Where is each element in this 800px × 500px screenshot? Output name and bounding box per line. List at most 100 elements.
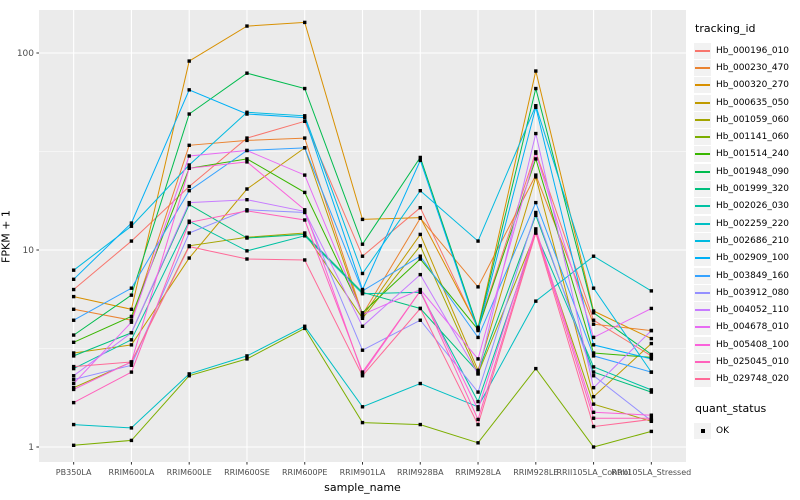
data-point bbox=[129, 343, 134, 347]
x-tick-label: RRII105LA_Stressed bbox=[611, 468, 691, 477]
data-point bbox=[591, 351, 596, 355]
legend-item: Hb_003849_160 bbox=[694, 267, 798, 284]
data-point bbox=[649, 352, 654, 357]
data-point bbox=[360, 370, 365, 374]
data-point bbox=[591, 354, 596, 358]
legend-key-line-icon bbox=[694, 59, 711, 76]
legend-item-label: Hb_029748_020 bbox=[716, 374, 790, 385]
data-point bbox=[649, 341, 654, 346]
data-point bbox=[418, 257, 422, 261]
legend-item-label: Hb_003849_160 bbox=[716, 270, 790, 281]
data-point bbox=[303, 119, 307, 124]
data-point bbox=[303, 20, 307, 25]
data-point bbox=[187, 143, 191, 147]
data-point bbox=[360, 311, 365, 315]
legend-item: Hb_002686_210 bbox=[694, 232, 798, 249]
data-point bbox=[245, 148, 249, 153]
legend-key-line-icon bbox=[694, 77, 711, 94]
legend-title-quant-status: quant_status bbox=[695, 401, 767, 415]
data-point bbox=[591, 254, 596, 258]
data-point bbox=[129, 314, 134, 319]
data-point bbox=[303, 190, 307, 195]
x-tick-label: RRIM600SE bbox=[224, 468, 270, 477]
data-point bbox=[418, 232, 422, 237]
data-point bbox=[591, 309, 596, 313]
data-point bbox=[534, 299, 538, 303]
legend-key-line-icon bbox=[694, 129, 711, 146]
y-tick-label: 10 bbox=[23, 246, 35, 256]
data-point bbox=[591, 343, 596, 347]
data-point bbox=[591, 395, 596, 399]
data-point bbox=[649, 357, 654, 361]
data-point bbox=[476, 357, 480, 361]
legend-key-line-icon bbox=[694, 250, 711, 267]
data-point bbox=[649, 417, 654, 422]
data-point bbox=[187, 88, 191, 92]
data-point bbox=[360, 372, 365, 376]
data-point bbox=[187, 244, 191, 249]
legend-item-label: Hb_004052_110 bbox=[716, 305, 790, 316]
data-point bbox=[476, 417, 480, 422]
legend-key-line-icon bbox=[694, 284, 711, 301]
legend: tracking_id Hb_000196_010 Hb_000230_470 Hb… bbox=[694, 22, 798, 439]
x-tick-label: RRIM928BA bbox=[397, 468, 444, 477]
data-point bbox=[187, 154, 191, 158]
data-point bbox=[187, 374, 191, 378]
legend-item: Hb_000196_010 bbox=[694, 42, 798, 59]
data-point bbox=[418, 205, 422, 210]
data-point bbox=[476, 239, 480, 243]
data-point bbox=[418, 215, 422, 220]
data-point bbox=[360, 420, 365, 425]
data-point bbox=[303, 146, 307, 150]
data-point bbox=[245, 354, 249, 358]
legend-item-label: OK bbox=[716, 425, 729, 436]
data-point bbox=[245, 187, 249, 191]
data-point bbox=[129, 320, 134, 324]
data-point bbox=[187, 59, 191, 63]
legend-item-label: Hb_025045_010 bbox=[716, 356, 790, 367]
legend-item: Hb_000635_050 bbox=[694, 94, 798, 111]
data-point bbox=[129, 307, 134, 312]
data-point bbox=[476, 326, 480, 331]
legend-key-line-icon bbox=[694, 319, 711, 336]
data-point bbox=[129, 224, 134, 228]
data-point bbox=[187, 188, 191, 193]
data-point bbox=[476, 372, 480, 376]
data-point bbox=[303, 324, 307, 328]
data-point bbox=[129, 426, 134, 430]
data-point bbox=[245, 198, 249, 202]
data-point bbox=[129, 318, 134, 322]
data-point bbox=[591, 365, 596, 369]
legend-item: Hb_001514_240 bbox=[694, 146, 798, 163]
legend-item: Hb_002259_220 bbox=[694, 215, 798, 232]
legend-item: Hb_003912_080 bbox=[694, 284, 798, 301]
data-point bbox=[129, 286, 134, 290]
data-point bbox=[245, 136, 249, 140]
data-point bbox=[591, 416, 596, 420]
legend-item-label: Hb_000635_050 bbox=[716, 97, 790, 108]
legend-key-line-icon bbox=[694, 215, 711, 232]
x-tick-label: RRIM600LE bbox=[167, 468, 212, 477]
data-point bbox=[591, 374, 596, 378]
legend-item-label: Hb_002909_100 bbox=[716, 253, 790, 264]
x-tick-label: RRIM600LA bbox=[109, 468, 155, 477]
legend-item-label: Hb_002686_210 bbox=[716, 235, 790, 246]
data-point bbox=[476, 390, 480, 394]
data-point bbox=[534, 69, 538, 73]
legend-item: Hb_002909_100 bbox=[694, 250, 798, 267]
data-point bbox=[245, 257, 249, 261]
data-point bbox=[129, 363, 134, 367]
legend-item-quant-ok: OK bbox=[694, 422, 798, 439]
data-point bbox=[71, 277, 76, 282]
data-point bbox=[418, 306, 422, 311]
legend-item-label: Hb_001514_240 bbox=[716, 149, 790, 160]
data-point bbox=[476, 407, 480, 412]
data-point bbox=[71, 387, 76, 392]
data-point bbox=[360, 254, 365, 258]
legend-item-label: Hb_002259_220 bbox=[716, 218, 790, 229]
data-point bbox=[71, 381, 76, 386]
data-point bbox=[418, 318, 422, 322]
data-point bbox=[245, 209, 249, 213]
data-point bbox=[534, 175, 538, 179]
